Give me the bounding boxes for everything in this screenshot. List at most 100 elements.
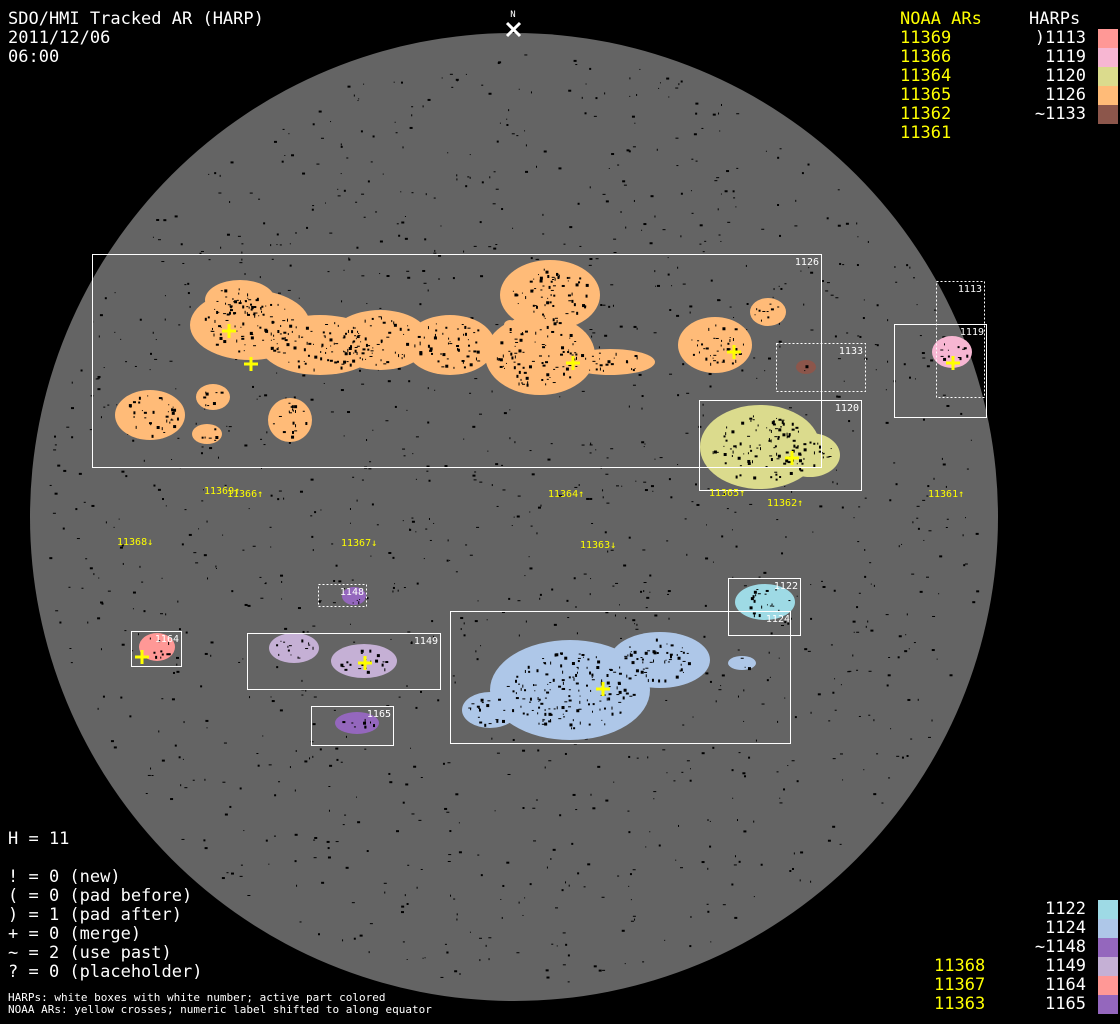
bottom-harp-entry: 1124 (1045, 918, 1086, 938)
harp-color-swatch (1098, 938, 1118, 957)
bottom-noaa-entry: 11363 (934, 994, 986, 1014)
status-count-line: ! = 0 (new) (8, 867, 121, 887)
bottom-harp-entry: 1122 (1045, 899, 1086, 919)
harp-box-1126 (92, 254, 822, 468)
harp-region-1126 (196, 384, 230, 410)
noaa-label: 11365↑ (709, 488, 745, 499)
harp-box-1120 (699, 400, 862, 491)
harp-box-1149 (247, 633, 441, 690)
status-count-line: ? = 0 (placeholder) (8, 962, 203, 982)
status-count-line: ) = 1 (pad after) (8, 905, 182, 925)
harp-region-1126 (330, 310, 430, 370)
plot-time: 06:00 (8, 47, 60, 67)
bottom-harp-entry: 1164 (1045, 975, 1086, 995)
bottom-noaa-entry: 11367 (934, 975, 986, 995)
harp-box-1119 (894, 324, 987, 418)
top-harp-entry: 1120 (1045, 66, 1086, 86)
top-harp-entry: )1113 (1034, 28, 1086, 48)
harp-legend-header: HARPs (1029, 9, 1081, 29)
harp-region-1126 (500, 260, 600, 330)
harp-color-swatch (1098, 86, 1118, 105)
bottom-harp-entry: ~1148 (1034, 937, 1086, 957)
top-noaa-entry: 11362 (900, 104, 952, 124)
harp-region-1165 (335, 712, 379, 734)
harp-region-1120 (780, 433, 840, 477)
harp-box-label: 1148 (340, 587, 364, 598)
harp-box-label: 1149 (414, 636, 438, 647)
harp-region-1119 (932, 336, 972, 368)
harp-box-label: 1164 (155, 634, 179, 645)
harp-box-label: 1120 (835, 403, 859, 414)
harp-box-label: 1133 (839, 346, 863, 357)
noaa-cross-icon (222, 324, 236, 338)
noaa-cross-icon (946, 356, 960, 370)
footnote-harps: HARPs: white boxes with white number; ac… (8, 991, 386, 1004)
top-noaa-entry: 11361 (900, 123, 952, 143)
harp-region-1126 (678, 317, 752, 373)
bottom-harp-entry: 1149 (1045, 956, 1086, 976)
harp-color-swatch (1098, 995, 1118, 1014)
harp-box-1133 (776, 343, 866, 392)
harp-box-1113 (936, 281, 985, 398)
status-count-line: + = 0 (merge) (8, 924, 142, 944)
harp-box-label: 1122 (774, 581, 798, 592)
harp-box-label: 1165 (367, 709, 391, 720)
harp-box-1122 (728, 578, 801, 636)
noaa-cross-icon (727, 345, 741, 359)
noaa-crosses (135, 324, 960, 696)
harp-region-1126 (405, 315, 495, 375)
harp-color-swatch (1098, 976, 1118, 995)
noaa-label: 11367↓ (341, 538, 377, 549)
status-count-line: ~ = 2 (use past) (8, 943, 172, 963)
plot-title: SDO/HMI Tracked AR (HARP) (8, 9, 264, 29)
harp-count: H = 11 (8, 829, 70, 849)
noaa-cross-icon (785, 451, 799, 465)
harp-box-label: 1113 (958, 284, 982, 295)
harp-region-1126 (115, 390, 185, 440)
top-noaa-entry: 11364 (900, 66, 952, 86)
noaa-cross-icon (358, 656, 372, 670)
harp-region-1126 (205, 280, 275, 320)
harp-color-swatch (1098, 29, 1118, 48)
harp-region-1124 (728, 656, 756, 670)
top-harp-entry: ~1133 (1034, 104, 1086, 124)
harp-region-1126 (504, 320, 516, 330)
harp-color-swatch (1098, 67, 1118, 86)
harp-color-swatch (1098, 48, 1118, 67)
footnote-noaa: NOAA ARs: yellow crosses; numeric label … (8, 1003, 432, 1016)
noaa-label: 11366↑ (227, 489, 263, 500)
harp-color-swatch (1098, 900, 1118, 919)
harp-box-label: 1126 (795, 257, 819, 268)
harp-color-swatch (1098, 105, 1118, 124)
top-noaa-entry: 11366 (900, 47, 952, 67)
status-count-line: ( = 0 (pad before) (8, 886, 193, 906)
top-noaa-entry: 11365 (900, 85, 952, 105)
harp-region-1164 (139, 633, 175, 661)
noaa-cross-icon (596, 682, 610, 696)
harp-color-swatch (1098, 919, 1118, 938)
noaa-cross-icon (135, 650, 149, 664)
harp-box-1165 (311, 706, 394, 746)
harp-box-1164 (131, 631, 182, 667)
bottom-harp-entry: 1165 (1045, 994, 1086, 1014)
harp-box-1124 (450, 611, 791, 744)
noaa-cross-icon (566, 356, 580, 370)
harp-boxes: 1126 1113 1119 1133 1120 1122 1124 1148 1164 1149… (92, 254, 987, 746)
noaa-cross-icon (244, 357, 258, 371)
harp-region-1124 (610, 632, 710, 688)
noaa-label: 11368↓ (117, 537, 153, 548)
harp-region-1124 (462, 692, 518, 728)
harp-color-swatch (1098, 957, 1118, 976)
harp-region-1126 (268, 398, 312, 442)
noaa-label: 11364↑ (548, 489, 584, 500)
harp-box-label: 1124 (766, 614, 790, 625)
harp-active-regions (115, 260, 972, 740)
harp-region-1126 (192, 424, 222, 444)
top-noaa-entry: 11369 (900, 28, 952, 48)
noaa-legend-header: NOAA ARs (900, 9, 982, 29)
harp-region-1149 (269, 633, 319, 663)
north-marker-icon (505, 21, 522, 38)
harp-box-1148 (318, 584, 367, 607)
bottom-noaa-entry: 11368 (934, 956, 986, 976)
noaa-label: 11361↑ (928, 489, 964, 500)
